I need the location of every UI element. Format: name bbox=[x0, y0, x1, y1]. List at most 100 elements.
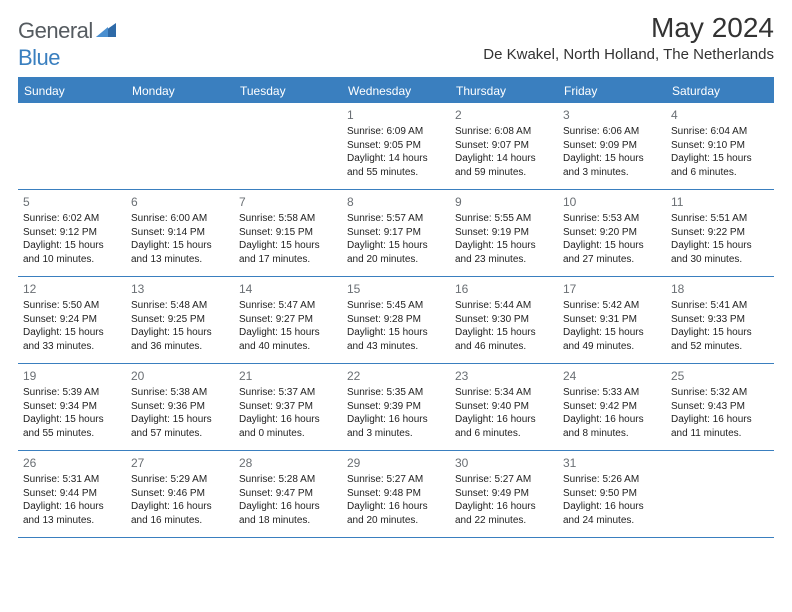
calendar-cell: 22Sunrise: 5:35 AMSunset: 9:39 PMDayligh… bbox=[342, 364, 450, 450]
calendar-week: 26Sunrise: 5:31 AMSunset: 9:44 PMDayligh… bbox=[18, 451, 774, 538]
sunset-text: Sunset: 9:36 PM bbox=[131, 400, 229, 414]
daylight-text: Daylight: 15 hours and 36 minutes. bbox=[131, 326, 229, 353]
calendar-cell bbox=[126, 103, 234, 189]
daylight-text: Daylight: 15 hours and 55 minutes. bbox=[23, 413, 121, 440]
sunset-text: Sunset: 9:09 PM bbox=[563, 139, 661, 153]
sunset-text: Sunset: 9:34 PM bbox=[23, 400, 121, 414]
calendar-cell: 13Sunrise: 5:48 AMSunset: 9:25 PMDayligh… bbox=[126, 277, 234, 363]
sunset-text: Sunset: 9:07 PM bbox=[455, 139, 553, 153]
daylight-text: Daylight: 15 hours and 6 minutes. bbox=[671, 152, 769, 179]
day-number: 11 bbox=[671, 194, 769, 210]
sunset-text: Sunset: 9:25 PM bbox=[131, 313, 229, 327]
sunset-text: Sunset: 9:48 PM bbox=[347, 487, 445, 501]
sunset-text: Sunset: 9:05 PM bbox=[347, 139, 445, 153]
daylight-text: Daylight: 15 hours and 30 minutes. bbox=[671, 239, 769, 266]
day-number: 1 bbox=[347, 107, 445, 123]
day-header: Sunday bbox=[18, 79, 126, 103]
day-number: 2 bbox=[455, 107, 553, 123]
location-subtitle: De Kwakel, North Holland, The Netherland… bbox=[483, 46, 774, 63]
calendar-cell: 7Sunrise: 5:58 AMSunset: 9:15 PMDaylight… bbox=[234, 190, 342, 276]
day-number: 14 bbox=[239, 281, 337, 297]
day-header: Wednesday bbox=[342, 79, 450, 103]
daylight-text: Daylight: 16 hours and 18 minutes. bbox=[239, 500, 337, 527]
sunset-text: Sunset: 9:43 PM bbox=[671, 400, 769, 414]
daylight-text: Daylight: 15 hours and 49 minutes. bbox=[563, 326, 661, 353]
calendar-cell: 6Sunrise: 6:00 AMSunset: 9:14 PMDaylight… bbox=[126, 190, 234, 276]
day-number: 19 bbox=[23, 368, 121, 384]
sunrise-text: Sunrise: 5:31 AM bbox=[23, 473, 121, 487]
calendar-cell: 11Sunrise: 5:51 AMSunset: 9:22 PMDayligh… bbox=[666, 190, 774, 276]
sunset-text: Sunset: 9:42 PM bbox=[563, 400, 661, 414]
logo-text-general: General bbox=[18, 18, 93, 44]
daylight-text: Daylight: 15 hours and 13 minutes. bbox=[131, 239, 229, 266]
sunrise-text: Sunrise: 5:38 AM bbox=[131, 386, 229, 400]
sunset-text: Sunset: 9:47 PM bbox=[239, 487, 337, 501]
sunset-text: Sunset: 9:39 PM bbox=[347, 400, 445, 414]
sunset-text: Sunset: 9:49 PM bbox=[455, 487, 553, 501]
calendar-cell: 9Sunrise: 5:55 AMSunset: 9:19 PMDaylight… bbox=[450, 190, 558, 276]
title-block: May 2024 De Kwakel, North Holland, The N… bbox=[483, 12, 774, 63]
sunset-text: Sunset: 9:14 PM bbox=[131, 226, 229, 240]
weeks-container: 1Sunrise: 6:09 AMSunset: 9:05 PMDaylight… bbox=[18, 103, 774, 538]
sunrise-text: Sunrise: 5:42 AM bbox=[563, 299, 661, 313]
sunrise-text: Sunrise: 6:08 AM bbox=[455, 125, 553, 139]
day-number: 13 bbox=[131, 281, 229, 297]
sunrise-text: Sunrise: 5:57 AM bbox=[347, 212, 445, 226]
day-number: 21 bbox=[239, 368, 337, 384]
sunrise-text: Sunrise: 5:41 AM bbox=[671, 299, 769, 313]
sunrise-text: Sunrise: 5:51 AM bbox=[671, 212, 769, 226]
sunset-text: Sunset: 9:12 PM bbox=[23, 226, 121, 240]
calendar-cell: 25Sunrise: 5:32 AMSunset: 9:43 PMDayligh… bbox=[666, 364, 774, 450]
sunset-text: Sunset: 9:10 PM bbox=[671, 139, 769, 153]
calendar-cell: 19 Sunrise: 5:39 AMSunset: 9:34 PMDayligh… bbox=[18, 364, 126, 450]
sunset-text: Sunset: 9:37 PM bbox=[239, 400, 337, 414]
calendar-cell: 16Sunrise: 5:44 AMSunset: 9:30 PMDayligh… bbox=[450, 277, 558, 363]
daylight-text: Daylight: 14 hours and 55 minutes. bbox=[347, 152, 445, 179]
day-number: 3 bbox=[563, 107, 661, 123]
sunrise-text: Sunrise: 5:39 AM bbox=[23, 386, 121, 400]
calendar-cell: 29Sunrise: 5:27 AMSunset: 9:48 PMDayligh… bbox=[342, 451, 450, 537]
calendar-cell: 5Sunrise: 6:02 AMSunset: 9:12 PMDaylight… bbox=[18, 190, 126, 276]
calendar-cell bbox=[234, 103, 342, 189]
calendar-cell: 14Sunrise: 5:47 AMSunset: 9:27 PMDayligh… bbox=[234, 277, 342, 363]
calendar-week: 12Sunrise: 5:50 AMSunset: 9:24 PMDayligh… bbox=[18, 277, 774, 364]
day-number: 15 bbox=[347, 281, 445, 297]
day-number: 12 bbox=[23, 281, 121, 297]
day-number: 25 bbox=[671, 368, 769, 384]
calendar-cell: 17Sunrise: 5:42 AMSunset: 9:31 PMDayligh… bbox=[558, 277, 666, 363]
calendar-cell bbox=[666, 451, 774, 537]
day-header: Friday bbox=[558, 79, 666, 103]
sunrise-text: Sunrise: 5:32 AM bbox=[671, 386, 769, 400]
sunrise-text: Sunrise: 5:44 AM bbox=[455, 299, 553, 313]
daylight-text: Daylight: 16 hours and 22 minutes. bbox=[455, 500, 553, 527]
calendar-cell: 15Sunrise: 5:45 AMSunset: 9:28 PMDayligh… bbox=[342, 277, 450, 363]
sunrise-text: Sunrise: 5:27 AM bbox=[455, 473, 553, 487]
sunset-text: Sunset: 9:27 PM bbox=[239, 313, 337, 327]
sunset-text: Sunset: 9:15 PM bbox=[239, 226, 337, 240]
sunrise-text: Sunrise: 6:06 AM bbox=[563, 125, 661, 139]
logo-triangle-icon bbox=[96, 21, 116, 42]
daylight-text: Daylight: 15 hours and 57 minutes. bbox=[131, 413, 229, 440]
daylight-text: Daylight: 16 hours and 16 minutes. bbox=[131, 500, 229, 527]
calendar-week: 1Sunrise: 6:09 AMSunset: 9:05 PMDaylight… bbox=[18, 103, 774, 190]
calendar-week: 5 Sunrise: 6:02 AMSunset: 9:12 PM Daylight… bbox=[18, 190, 774, 277]
sunrise-text: Sunrise: 5:29 AM bbox=[131, 473, 229, 487]
sunrise-text: Sunrise: 5:33 AM bbox=[563, 386, 661, 400]
day-number: 5 bbox=[23, 194, 121, 210]
daylight-text: Daylight: 16 hours and 6 minutes. bbox=[455, 413, 553, 440]
calendar-cell: 26Sunrise: 5:31 AMSunset: 9:44 PMDayligh… bbox=[18, 451, 126, 537]
sunrise-text: Sunrise: 6:02 AM bbox=[23, 212, 121, 226]
sunrise-text: Sunrise: 5:55 AM bbox=[455, 212, 553, 226]
calendar-cell: 23Sunrise: 5:34 AMSunset: 9:40 PMDayligh… bbox=[450, 364, 558, 450]
sunrise-text: Sunrise: 6:04 AM bbox=[671, 125, 769, 139]
calendar-cell: 27Sunrise: 5:29 AMSunset: 9:46 PMDayligh… bbox=[126, 451, 234, 537]
day-number: 24 bbox=[563, 368, 661, 384]
day-number: 18 bbox=[671, 281, 769, 297]
daylight-text: Daylight: 15 hours and 40 minutes. bbox=[239, 326, 337, 353]
calendar-cell: 30Sunrise: 5:27 AMSunset: 9:49 PMDayligh… bbox=[450, 451, 558, 537]
daylight-text: Daylight: 16 hours and 24 minutes. bbox=[563, 500, 661, 527]
calendar-cell: 1Sunrise: 6:09 AMSunset: 9:05 PMDaylight… bbox=[342, 103, 450, 189]
day-number: 26 bbox=[23, 455, 121, 471]
calendar-page: General May 2024 De Kwakel, North Hollan… bbox=[0, 0, 792, 550]
daylight-text: Daylight: 15 hours and 17 minutes. bbox=[239, 239, 337, 266]
